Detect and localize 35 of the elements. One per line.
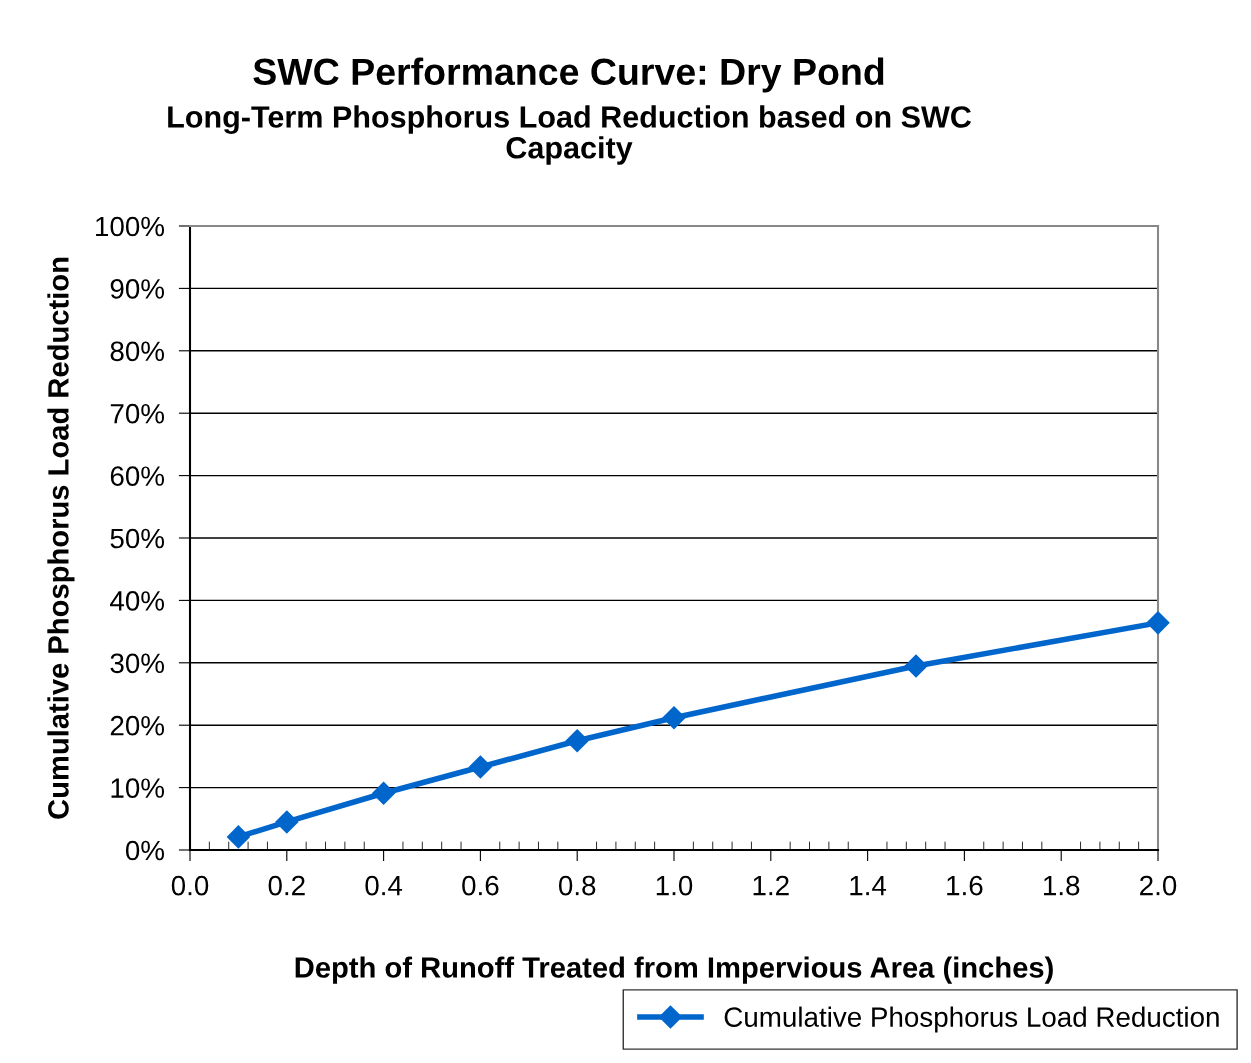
y-tick-label: 80%: [110, 341, 165, 362]
x-tick-label: 0.0: [171, 875, 209, 896]
y-tick-label: 90%: [110, 279, 165, 299]
point: [468, 755, 492, 779]
y-tick-label: 70%: [110, 403, 165, 424]
point: [904, 654, 928, 678]
point: [372, 781, 396, 805]
x-tick-label: 0.2: [268, 875, 305, 896]
y-tick-label: 60%: [110, 466, 165, 486]
x-tick-label: 0.6: [462, 875, 499, 896]
y-tick-label: 20%: [110, 715, 165, 736]
y-tick-label: 30%: [110, 653, 165, 674]
x-tick-label: 0.8: [558, 875, 596, 896]
point: [565, 729, 589, 753]
y-tick-label: 0%: [125, 840, 165, 861]
legend-label: Cumulative Phosphorus Load Reduction: [724, 1006, 1219, 1033]
y-tick-label: 100%: [96, 216, 165, 237]
point: [226, 825, 250, 849]
point: [1146, 611, 1170, 635]
x-tick-label: 1.8: [1044, 875, 1080, 896]
x-tick-label: 1.6: [947, 875, 983, 896]
x-tick-label: 1.0: [656, 875, 693, 896]
y-tick-label: 10%: [111, 778, 165, 798]
x-tick-label: 1.4: [850, 876, 887, 896]
point: [662, 706, 686, 730]
chart-subtitle: Long-Term Phosphorus Load Reduction based on SWC Capacity: [168, 105, 972, 165]
x-tick-label: 0.4: [365, 875, 403, 896]
y-tick-label: 40%: [110, 591, 165, 611]
y-tick-label: 50%: [110, 528, 165, 549]
x-tick-label: 2.0: [1140, 875, 1177, 896]
chart-title: SWC Performance Curve: Dry Pond: [253, 57, 884, 93]
x-axis-title: Depth of Runoff Treated from Impervious Area (inches): [295, 956, 1053, 984]
point: [275, 810, 299, 834]
x-tick-label: 1.2: [753, 875, 789, 896]
y-axis-title: Cumulative Phosphorus Load Reduction: [47, 257, 75, 819]
